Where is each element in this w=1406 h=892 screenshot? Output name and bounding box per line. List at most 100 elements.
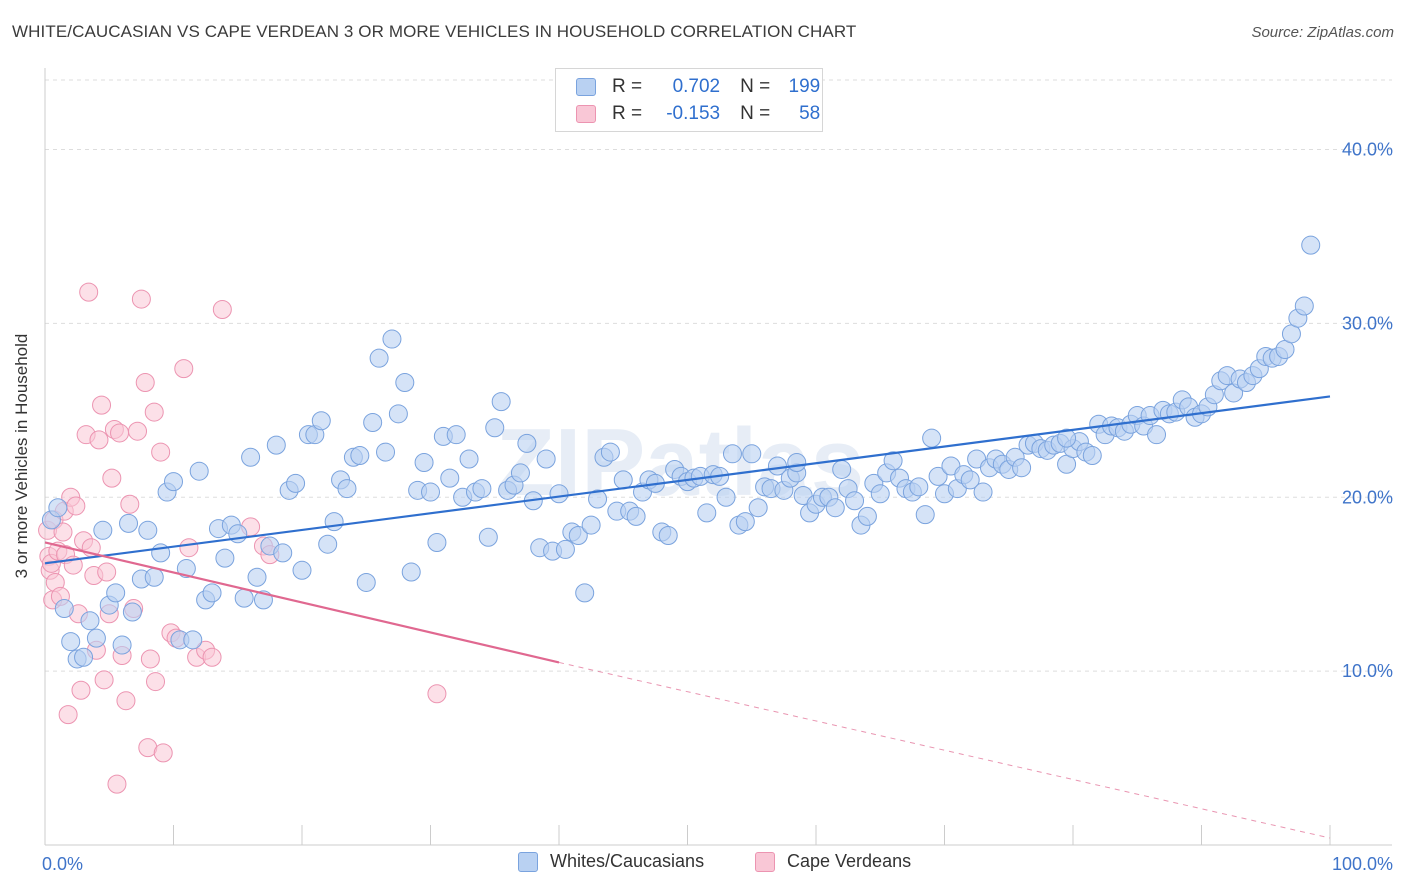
white-caucasian-point bbox=[485, 418, 505, 438]
r-value: -0.153 bbox=[666, 103, 721, 124]
white-caucasian-point bbox=[337, 479, 357, 499]
white-caucasian-point bbox=[363, 413, 383, 433]
cape-verdean-point bbox=[110, 423, 130, 443]
white-caucasian-point bbox=[1147, 425, 1167, 445]
white-caucasian-point bbox=[350, 446, 370, 466]
legend-label: Whites/Caucasians bbox=[550, 851, 705, 871]
cape-verdean-point bbox=[120, 494, 140, 514]
white-caucasian-point bbox=[401, 562, 421, 582]
white-caucasian-point bbox=[61, 632, 81, 652]
white-caucasian-point bbox=[376, 442, 396, 462]
white-caucasian-point bbox=[1301, 235, 1321, 255]
white-caucasian-point bbox=[202, 583, 222, 603]
cape-verdean-point bbox=[131, 289, 151, 309]
white-caucasian-points bbox=[41, 235, 1321, 669]
white-caucasian-point bbox=[388, 404, 408, 424]
white-caucasian-point bbox=[1012, 458, 1032, 478]
white-caucasian-point bbox=[697, 503, 717, 523]
cape-verdean-point bbox=[58, 705, 78, 725]
white-caucasian-point bbox=[112, 635, 132, 655]
chart-title: WHITE/CAUCASIAN VS CAPE VERDEAN 3 OR MOR… bbox=[12, 22, 857, 41]
legend-row-cape-verdeans: R = -0.153 N = 58 bbox=[576, 101, 820, 127]
white-caucasian-point bbox=[93, 520, 113, 540]
white-caucasian-point bbox=[870, 484, 890, 504]
white-caucasian-point bbox=[832, 459, 852, 479]
cape-verdean-point bbox=[144, 402, 164, 422]
white-caucasian-point bbox=[658, 526, 678, 546]
y-tick-label: 20.0% bbox=[1342, 487, 1393, 507]
white-caucasian-point bbox=[247, 567, 267, 587]
n-value: 199 bbox=[788, 76, 821, 97]
n-label: N = bbox=[740, 103, 771, 124]
white-caucasian-point bbox=[215, 548, 235, 568]
cape-verdean-point bbox=[92, 395, 112, 415]
white-caucasian-point bbox=[716, 487, 736, 507]
white-caucasian-point bbox=[356, 572, 376, 592]
white-caucasian-point bbox=[787, 453, 807, 472]
cape-verdean-point bbox=[94, 670, 114, 690]
grid-lines bbox=[45, 79, 1392, 672]
cape-verdean-point bbox=[79, 282, 99, 302]
white-caucasian-point bbox=[106, 583, 126, 603]
white-caucasian-point bbox=[857, 506, 877, 526]
white-caucasian-point bbox=[427, 532, 447, 552]
trend-lines bbox=[44, 395, 1331, 839]
cape-verdean-point bbox=[179, 538, 199, 558]
white-caucasian-point bbox=[600, 442, 620, 462]
white-caucasian-point bbox=[973, 482, 993, 502]
white-caucasian-point bbox=[183, 630, 203, 650]
pink-swatch-icon bbox=[755, 851, 775, 872]
cape-verdean-point bbox=[71, 680, 91, 700]
r-label: R = bbox=[612, 103, 643, 124]
white-caucasian-point bbox=[588, 489, 608, 509]
white-caucasian-point bbox=[144, 567, 164, 587]
white-caucasian-point bbox=[928, 466, 948, 486]
cape-verdean-point bbox=[116, 691, 136, 711]
pink-swatch-icon bbox=[576, 105, 596, 123]
white-caucasian-point bbox=[80, 611, 100, 631]
white-caucasian-point bbox=[742, 444, 762, 464]
white-caucasian-point bbox=[369, 348, 389, 368]
white-caucasian-point bbox=[581, 515, 601, 535]
white-caucasian-point bbox=[324, 512, 344, 532]
white-caucasian-point bbox=[311, 411, 331, 431]
white-caucasian-point bbox=[395, 373, 415, 393]
n-label: N = bbox=[740, 76, 771, 97]
white-caucasian-point bbox=[1294, 296, 1314, 316]
cape-verdean-trend-line bbox=[44, 541, 560, 664]
n-value: 58 bbox=[799, 103, 821, 124]
cape-verdean-point bbox=[107, 774, 127, 794]
white-caucasian-point bbox=[825, 498, 845, 518]
white-caucasian-trend-line bbox=[44, 395, 1331, 565]
axes bbox=[44, 68, 1392, 846]
white-caucasian-point bbox=[536, 449, 556, 469]
cape-verdean-point bbox=[151, 442, 171, 462]
cape-verdean-point bbox=[202, 647, 222, 667]
white-caucasian-point bbox=[286, 473, 306, 493]
cape-verdean-point bbox=[427, 684, 447, 704]
y-tick-label: 30.0% bbox=[1342, 313, 1393, 333]
white-caucasian-point bbox=[472, 479, 492, 499]
series-legend: Whites/Caucasians Cape Verdeans bbox=[0, 851, 1406, 877]
x-tick-label: 0.0% bbox=[42, 854, 83, 874]
white-caucasian-point bbox=[122, 602, 142, 622]
white-caucasian-point bbox=[273, 543, 293, 563]
white-caucasian-point bbox=[883, 451, 903, 471]
cape-verdean-point bbox=[174, 359, 194, 379]
blue-swatch-icon bbox=[576, 78, 596, 96]
legend-item-whites: Whites/Caucasians bbox=[518, 851, 704, 872]
correlation-legend: R = 0.702 N = 199 R = -0.153 N = 58 bbox=[555, 68, 823, 132]
white-caucasian-point bbox=[234, 588, 254, 608]
white-caucasian-point bbox=[138, 520, 158, 540]
white-caucasian-point bbox=[382, 329, 402, 349]
legend-row-whites: R = 0.702 N = 199 bbox=[576, 74, 820, 100]
white-caucasian-point bbox=[189, 461, 209, 481]
r-label: R = bbox=[612, 76, 643, 97]
white-caucasian-point bbox=[446, 425, 466, 445]
white-caucasian-point bbox=[613, 470, 633, 490]
white-caucasian-point bbox=[176, 559, 196, 579]
cape-verdean-point bbox=[146, 672, 166, 692]
white-caucasian-point bbox=[440, 468, 460, 488]
white-caucasian-point bbox=[421, 482, 440, 502]
